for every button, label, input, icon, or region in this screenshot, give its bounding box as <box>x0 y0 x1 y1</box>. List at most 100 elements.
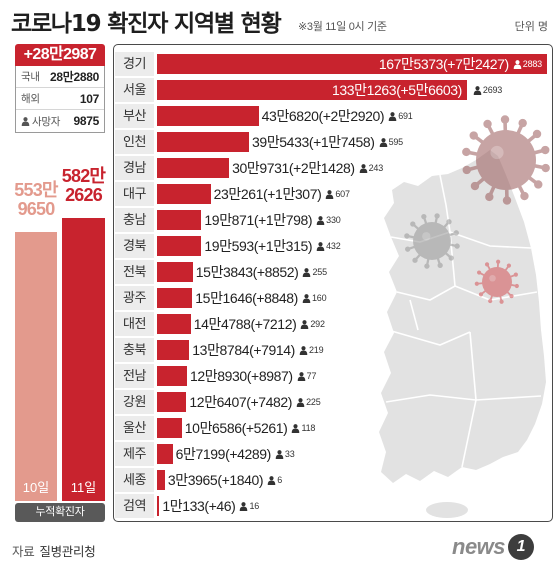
region-value-group: 1만133 (+46) <box>162 496 236 516</box>
region-value-group: 12만6407 (+7482) <box>189 392 292 412</box>
region-text-group: 39만5433 (+1만7458) 595 <box>252 130 403 154</box>
summary-value: 28만2880 <box>50 70 99 84</box>
region-deaths-label: 243 <box>368 163 384 173</box>
person-icon <box>388 111 397 121</box>
person-icon <box>302 267 311 277</box>
region-value-group: 43만6820 (+2만2920) <box>262 106 385 126</box>
person-icon-glyph <box>292 423 300 433</box>
region-label: 전북 <box>115 260 154 284</box>
region-row: 경기 167만5373 (+7만2427) 2883 <box>0 52 560 76</box>
region-value-group: 23만261 (+1만307) <box>214 184 322 204</box>
region-text-group: 3만3965 (+1840) 6 <box>168 468 282 492</box>
region-label: 경북 <box>115 234 154 258</box>
region-value-group: 12만8930 (+8987) <box>190 366 293 386</box>
region-change-label: (+7482) <box>246 394 293 410</box>
summary-label-group: 사망자 <box>21 114 60 129</box>
region-text-group: 14만4788 (+7212) 292 <box>194 312 325 336</box>
region-row: 검역 1만133 (+46) 16 <box>0 494 560 518</box>
region-text-group: 12만8930 (+8987) 77 <box>190 364 316 388</box>
region-value-label: 133만1263 <box>332 82 397 98</box>
region-row: 울산 10만6586 (+5261) 118 <box>0 416 560 440</box>
region-text-group: 10만6586 (+5261) 118 <box>185 416 316 440</box>
region-label: 경남 <box>115 156 154 180</box>
cumulative-value: 553만 9650 <box>14 180 58 219</box>
person-icon-glyph <box>301 319 309 329</box>
person-icon <box>296 397 305 407</box>
source-label: 자료 <box>12 545 35 559</box>
region-value-label: 23만261 <box>213 186 264 202</box>
region-label: 제주 <box>115 442 154 466</box>
region-deaths-group: 160 <box>302 293 327 303</box>
summary-value: 107 <box>79 91 99 106</box>
region-value-label: 19만871 <box>204 212 254 228</box>
region-label: 전남 <box>115 364 154 388</box>
region-label: 부산 <box>115 104 154 128</box>
region-label: 광주 <box>115 286 154 310</box>
summary-label: 국내 <box>21 71 40 83</box>
region-value-group: 15만3843 (+8852) <box>196 262 299 282</box>
person-icon <box>316 241 325 251</box>
region-bar <box>157 184 211 204</box>
region-row: 대전 14만4788 (+7212) 292 <box>0 312 560 336</box>
summary-row-overseas: 해외 107 <box>16 88 104 110</box>
region-label: 충남 <box>115 208 154 232</box>
region-deaths-group: 16 <box>239 501 259 511</box>
region-label: 세종 <box>115 468 154 492</box>
region-text-group: 30만9731 (+2만1428) 243 <box>232 156 383 180</box>
region-deaths-group: 292 <box>300 319 325 329</box>
region-label: 검역 <box>115 494 154 518</box>
region-row: 제주 6만7199 (+4289) 33 <box>0 442 560 466</box>
cumulative-bar: 11일 <box>62 218 105 501</box>
region-deaths-label: 118 <box>301 423 316 433</box>
person-icon <box>316 215 325 225</box>
region-bar <box>157 288 193 308</box>
person-icon-glyph <box>302 293 311 303</box>
region-text-group: 19만871 (+1만798) 330 <box>204 208 340 232</box>
region-change-label: (+1840) <box>217 472 264 488</box>
region-deaths-group: 607 <box>325 189 350 199</box>
region-deaths-group: 77 <box>297 371 316 381</box>
person-icon <box>291 423 300 433</box>
person-icon-glyph <box>275 449 284 459</box>
region-bar <box>157 392 187 412</box>
person-icon-glyph <box>359 163 367 173</box>
region-value-label: 167만5373 <box>378 56 444 72</box>
region-value-label: 19만593 <box>204 238 254 254</box>
region-value-label: 1만133 <box>162 498 205 514</box>
region-change-label: (+1만798) <box>253 212 313 228</box>
summary-row-deaths: 사망자 9875 <box>16 110 104 132</box>
region-value-group: 6만7199 (+4289) <box>176 444 272 464</box>
cumulative-column: 582만 2626 11일 <box>62 140 106 501</box>
person-icon <box>21 116 30 126</box>
cumulative-label: 누적확진자 <box>15 503 105 522</box>
region-deaths-label: 432 <box>326 241 341 251</box>
cumulative-day-label: 11일 <box>70 480 97 495</box>
region-label: 강원 <box>115 390 154 414</box>
region-value-label: 3만3965 <box>167 472 218 488</box>
region-text-group: 1만133 (+46) 16 <box>162 494 259 518</box>
region-deaths-group: 33 <box>275 449 295 459</box>
region-label: 경기 <box>115 52 154 76</box>
region-change-label: (+1만7458) <box>308 134 375 150</box>
region-deaths-label: 225 <box>306 397 321 407</box>
region-change-label: (+1만307) <box>263 186 322 202</box>
person-icon <box>300 319 309 329</box>
region-row: 강원 12만6407 (+7482) 225 <box>0 390 560 414</box>
virus-illustration <box>474 259 519 304</box>
person-icon-glyph <box>303 267 311 277</box>
region-row: 전남 12만8930 (+8987) 77 <box>0 364 560 388</box>
region-value-group: 30만9731 (+2만1428) <box>232 158 355 178</box>
region-row: 충남 19만871 (+1만798) 330 <box>0 208 560 232</box>
region-deaths-group: 225 <box>296 397 321 407</box>
region-deaths-label: 16 <box>249 501 260 511</box>
region-row: 충북 13만8784 (+7914) 219 <box>0 338 560 362</box>
region-value-label: 14만4788 <box>193 316 251 332</box>
region-text-group: 13만8784 (+7914) 219 <box>192 338 323 362</box>
region-text-group: 6만7199 (+4289) 33 <box>176 442 295 466</box>
region-bar <box>157 366 187 386</box>
region-row: 경북 19만593 (+1만315) 432 <box>0 234 560 258</box>
region-bar <box>157 314 191 334</box>
basis-note: ※3월 11일 0시 기준 <box>298 21 387 33</box>
person-icon <box>359 163 368 173</box>
region-deaths-group: 691 <box>388 111 413 121</box>
